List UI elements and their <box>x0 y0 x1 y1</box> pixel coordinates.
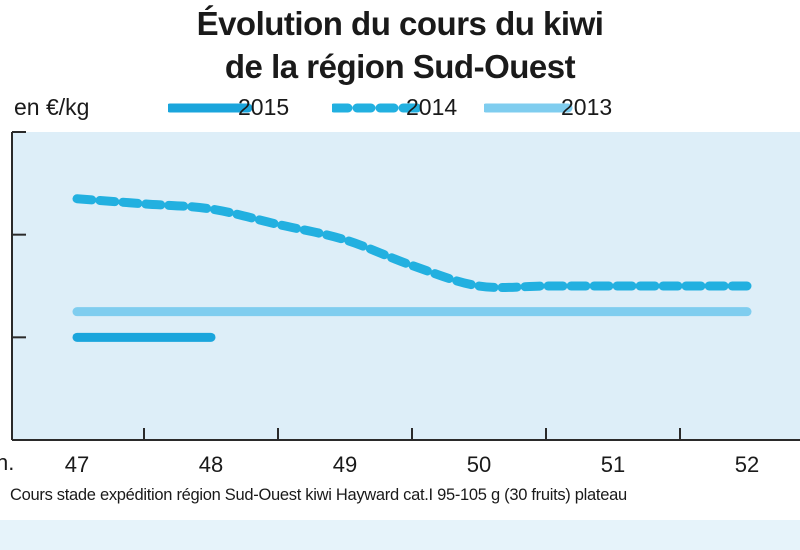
chart-title-line1: Évolution du cours du kiwi <box>196 5 604 42</box>
y-axis-unit-label: en €/kg <box>14 94 90 120</box>
legend-swatch-2013 <box>484 103 573 113</box>
x-tick-label-51: 51 <box>601 452 625 477</box>
x-tick-label-52: 52 <box>735 452 759 477</box>
legend-swatch-2015 <box>168 103 253 113</box>
series-line-2014 <box>72 194 752 293</box>
x-tick-label-48: 48 <box>199 452 223 477</box>
legend-label-2013: 2013 <box>561 94 613 120</box>
x-tick-label-49: 49 <box>333 452 357 477</box>
legend-label-2014: 2014 <box>406 94 458 120</box>
x-tick-label-47: 47 <box>65 452 89 477</box>
x-tick-label-50: 50 <box>467 452 491 477</box>
legend-swatch-2014 <box>332 103 422 113</box>
bottom-band <box>0 520 800 550</box>
chart-title-line2: de la région Sud-Ouest <box>224 48 576 85</box>
legend-label-2015: 2015 <box>238 94 290 120</box>
chart-title: Évolution du cours du kiwi de la région … <box>0 2 800 88</box>
x-axis-cut-label: n. <box>0 450 15 475</box>
source-note: Cours stade expédition région Sud-Ouest … <box>10 486 627 504</box>
line-chart: 47 48 49 50 51 52 <box>11 131 800 477</box>
